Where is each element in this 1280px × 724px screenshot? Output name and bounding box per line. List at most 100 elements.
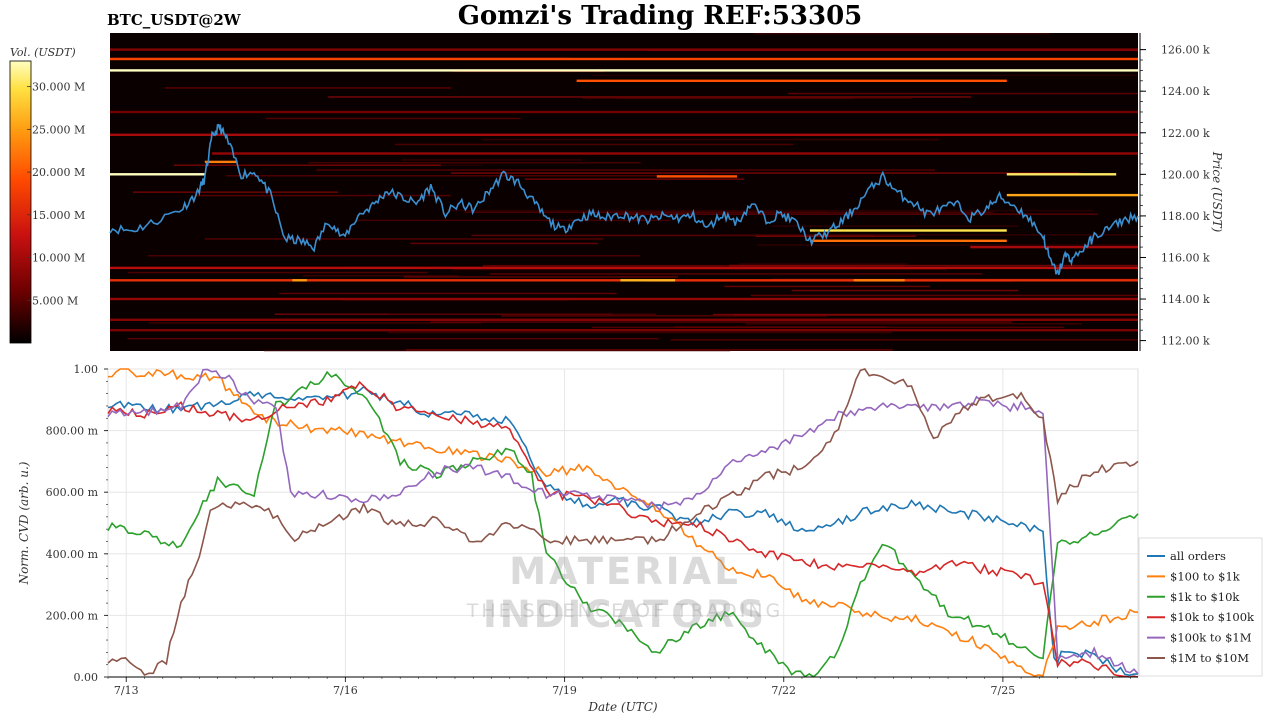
heatmap-cell [713, 313, 1138, 316]
heatmap-cell [482, 138, 940, 141]
heatmap-cell [127, 337, 659, 340]
heatmap-cell [388, 313, 657, 315]
y-tick-label: 400.00 m [46, 548, 99, 561]
heatmap-cell [387, 331, 892, 334]
liquidity-wall [1006, 173, 1117, 176]
price-line [109, 123, 1139, 276]
heatmap-cell [729, 264, 1138, 267]
colorbar-tick-label: 25.000 M [32, 123, 85, 136]
liquidity-wall [110, 69, 1138, 72]
y-tick-label: 114.00 k [1161, 293, 1210, 306]
heatmap-cell [755, 235, 916, 237]
heatmap-cell [410, 242, 599, 245]
y-tick-label: 122.00 k [1161, 127, 1210, 140]
liquidity-wall [853, 279, 905, 282]
colorbar-tick-label: 10.000 M [32, 252, 85, 265]
y-tick-label: 0.00 [74, 671, 99, 684]
cvd-series-line [107, 368, 1139, 676]
heatmap-cell [405, 349, 893, 351]
heatmap-cell [745, 323, 1082, 325]
heatmap-cell [128, 271, 428, 274]
liquidity-wall [110, 266, 1138, 270]
liquidity-wall [212, 152, 1139, 155]
heatmap-cell [452, 268, 947, 271]
heatmap-cell [279, 292, 617, 295]
heatmap-cell [772, 278, 1138, 280]
heatmap-cell [226, 175, 708, 177]
chart-title: Gomzi's Trading REF:53305 [458, 1, 863, 31]
liquidity-wall [110, 57, 1138, 61]
y-tick-label: 800.00 m [46, 425, 99, 438]
liquidity-wall [110, 297, 1138, 301]
heatmap-cell [772, 225, 1018, 227]
liquidity-wall [204, 160, 238, 164]
colorbar-label: Vol. (USDT) [10, 46, 76, 59]
heatmap-cell [446, 209, 1094, 212]
heatmap-cell [265, 117, 521, 120]
heatmap-cell [582, 97, 854, 99]
cvd-xlabel: Date (UTC) [587, 700, 657, 714]
y-tick-label: 116.00 k [1161, 251, 1210, 264]
y-tick-label: 1.00 [74, 363, 99, 376]
cvd-series-line [107, 368, 1139, 675]
legend-entry: $100k to $1M [1170, 631, 1252, 645]
heatmap-cell [525, 178, 744, 180]
heatmap-cell [501, 315, 827, 317]
heatmap-cell [788, 92, 1138, 95]
y-tick-label: 200.00 m [46, 609, 99, 622]
heatmap-cell [724, 285, 930, 288]
heatmap-cell [430, 321, 1012, 323]
legend-box [1138, 537, 1263, 677]
colorbar-tick-label: 30.000 M [32, 81, 85, 94]
x-tick-label: 7/13 [114, 684, 139, 697]
liquidity-wall [970, 245, 1138, 249]
x-tick-label: 7/19 [552, 684, 577, 697]
colorbar-tick-label: 5.000 M [32, 294, 78, 307]
y-tick-label: 118.00 k [1161, 210, 1210, 223]
heatmap-cell [592, 326, 1064, 329]
heatmap-cell [355, 219, 671, 222]
liquidity-wall [576, 79, 1007, 82]
legend-entry: $1k to $10k [1170, 590, 1240, 604]
colorbar [9, 60, 32, 344]
legend-entry: $1M to $10M [1170, 651, 1249, 665]
heatmap-walls [110, 48, 1139, 332]
liquidity-wall [620, 279, 676, 282]
heatmap-cell [490, 273, 983, 275]
cvd-series-line [107, 385, 1139, 677]
liquidity-wall [110, 48, 1138, 51]
liquidity-wall [809, 239, 1007, 242]
x-tick-label: 7/22 [771, 684, 796, 697]
heatmap-cell [720, 234, 1138, 236]
heatmap-cell [401, 159, 583, 161]
heatmap-cell [591, 74, 1138, 77]
heatmap-cell [394, 143, 794, 146]
heatmap-cell [738, 263, 908, 265]
colorbar-ticks: 5.000 M 10.000 M 15.000 M 20.000 M 25.000 M 3… [27, 81, 85, 307]
heatmap-cell [757, 244, 1138, 246]
liquidity-wall [110, 133, 1138, 136]
heatmap-y-axis: 112.00 k 114.00 k 116.00 k 118.00 k 120.00 k… [1139, 33, 1210, 351]
heatmap-cell [328, 96, 971, 98]
heatmap-cell [148, 322, 482, 324]
pair-label: BTC_USDT@2W [107, 11, 242, 29]
heatmap-cell [316, 169, 935, 171]
heatmap-cell [750, 294, 1138, 297]
cvd-series-line [107, 370, 1139, 678]
cvd-ylabel: Norm. CVD (arb. u.) [17, 461, 31, 585]
legend-entry: all orders [1170, 549, 1226, 563]
liquidity-wall [110, 318, 1138, 321]
y-tick-label: 120.00 k [1161, 168, 1210, 181]
heatmap-cell [173, 164, 441, 166]
heatmap-cell [450, 172, 1080, 174]
legend-entry: $10k to $100k [1170, 610, 1255, 624]
heatmap-cell [195, 194, 451, 197]
heatmap-cell [615, 213, 1098, 215]
liquidity-wall [809, 229, 1007, 232]
heatmap-cell [792, 289, 1019, 292]
liquidity-wall [110, 329, 1138, 332]
heatmap-ylabel: Price (USDT) [1210, 151, 1224, 233]
y-tick-label: 124.00 k [1161, 85, 1210, 98]
heatmap-cell [204, 238, 604, 240]
